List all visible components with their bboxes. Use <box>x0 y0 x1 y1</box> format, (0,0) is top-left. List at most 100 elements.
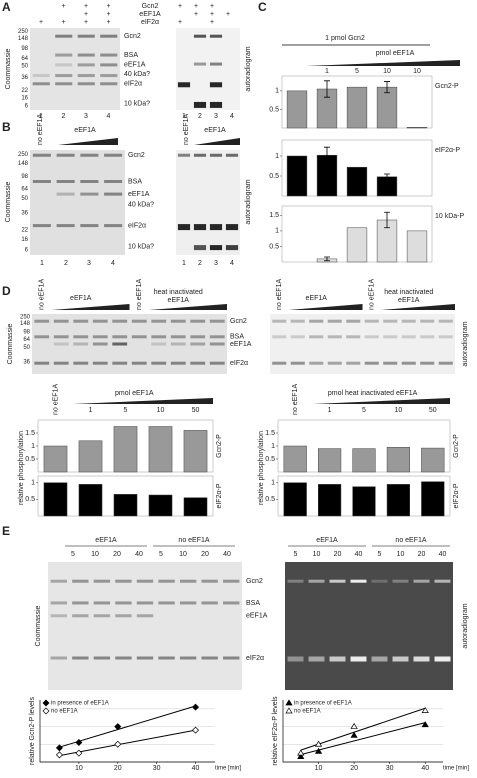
dose-label: no eEF1A <box>369 279 376 310</box>
x-axis-label: time [min] <box>215 766 241 772</box>
gel-band <box>92 361 108 365</box>
band-label: eEF1A <box>246 613 268 620</box>
y-tick-label: 1 <box>271 480 275 487</box>
dose-label: no eEF1A <box>37 114 44 145</box>
band-label: eEF1A <box>230 341 252 348</box>
gel-band <box>56 192 75 196</box>
gel-band <box>56 180 75 183</box>
lane-number: 3 <box>214 260 218 267</box>
gel-band <box>93 614 111 618</box>
plus: + <box>194 11 198 18</box>
y-tick-label: 0.5 <box>269 106 279 113</box>
gel-band <box>327 335 342 339</box>
gel-band <box>55 82 73 86</box>
gel-band <box>329 579 346 583</box>
bar <box>283 482 307 517</box>
y-tick-label: 0.5 <box>269 243 279 250</box>
plus: + <box>210 11 214 18</box>
legend-marker <box>285 707 293 714</box>
y-axis-label: relative phosphorylation <box>258 431 265 505</box>
gel-band <box>50 656 67 660</box>
band-label: BSA <box>246 600 260 607</box>
gel-band <box>112 335 128 339</box>
gel-band <box>193 34 207 38</box>
lane-number: 4 <box>111 260 115 267</box>
marker-label: 50 <box>21 196 28 202</box>
gel-band <box>50 614 67 618</box>
time-label: 20 <box>201 551 209 558</box>
x-tick-label: 5 <box>124 407 128 414</box>
y-tick-label: 0.5 <box>25 456 35 463</box>
dose-wedge <box>58 138 118 145</box>
lane-number: 4 <box>230 260 234 267</box>
time-label: 10 <box>179 551 187 558</box>
gel-band <box>346 335 361 339</box>
gel-band <box>350 656 367 662</box>
gel-band <box>50 579 67 583</box>
band-label: eIF2α <box>128 222 146 229</box>
gel-band <box>383 335 398 339</box>
gel-band <box>32 82 50 86</box>
row-label: eIF2α <box>141 19 159 26</box>
band-label: Gcn2 <box>230 318 247 325</box>
gel-band <box>401 361 416 365</box>
gel-band <box>32 74 50 78</box>
gel-band <box>55 63 73 67</box>
time-label: 40 <box>135 551 143 558</box>
gel-band <box>77 82 95 86</box>
time-label: 5 <box>71 551 75 558</box>
gel-band <box>438 319 453 323</box>
error-bar <box>324 80 330 98</box>
bar <box>386 447 411 473</box>
lane-number: 2 <box>62 113 66 120</box>
gel-band <box>193 153 207 157</box>
dose-label: 5 <box>355 68 359 75</box>
gel <box>176 28 240 110</box>
gel-band <box>190 335 206 339</box>
gel-band <box>73 319 89 323</box>
gel-band <box>190 342 206 346</box>
legend-label: in presence of eEF1A <box>51 701 109 707</box>
chart-name: eIF2α-P <box>453 483 460 508</box>
gel-band <box>34 335 50 339</box>
point <box>350 722 358 729</box>
marker-label: 98 <box>23 330 30 336</box>
gel-band <box>56 153 75 157</box>
header: 1 pmol Gcn2 <box>325 35 365 42</box>
plus: + <box>178 19 182 26</box>
gel-band <box>53 361 69 365</box>
plus: + <box>84 3 88 10</box>
panel-label: B <box>2 120 11 134</box>
dose-label: eEF1A <box>70 295 92 302</box>
group-label: no eEF1A <box>178 537 209 544</box>
lane-number: 3 <box>84 113 88 120</box>
x-tick-label: 20 <box>114 765 122 772</box>
gel-band <box>115 614 132 618</box>
gel-band <box>112 342 128 346</box>
gel-band <box>434 579 451 583</box>
plus: + <box>106 11 110 18</box>
band-label: eIF2α <box>230 360 248 367</box>
x-tick-label: no eEF1A <box>292 384 299 415</box>
gel-band <box>401 319 416 323</box>
gel-band <box>287 579 304 583</box>
fit-line <box>300 722 426 756</box>
dose-label: eEF1A <box>168 297 190 304</box>
gel-band <box>438 361 453 365</box>
gel-band <box>100 53 118 57</box>
gel-band <box>50 601 67 605</box>
point <box>192 703 200 711</box>
band-label: BSA <box>128 178 142 185</box>
marker-label: 6 <box>25 103 29 109</box>
gel-label: Coommassie <box>35 605 42 646</box>
point <box>350 731 358 738</box>
gel-band <box>329 656 346 662</box>
marker-label: 22 <box>21 88 28 94</box>
gel-label: Coommassie <box>5 181 12 222</box>
bar <box>406 230 428 263</box>
y-tick-label: 1.5 <box>25 430 35 437</box>
chart-name: 10 kDa-P <box>435 213 465 220</box>
lane-number: 1 <box>40 260 44 267</box>
legend-marker <box>42 707 50 715</box>
marker-label: 64 <box>21 186 28 192</box>
